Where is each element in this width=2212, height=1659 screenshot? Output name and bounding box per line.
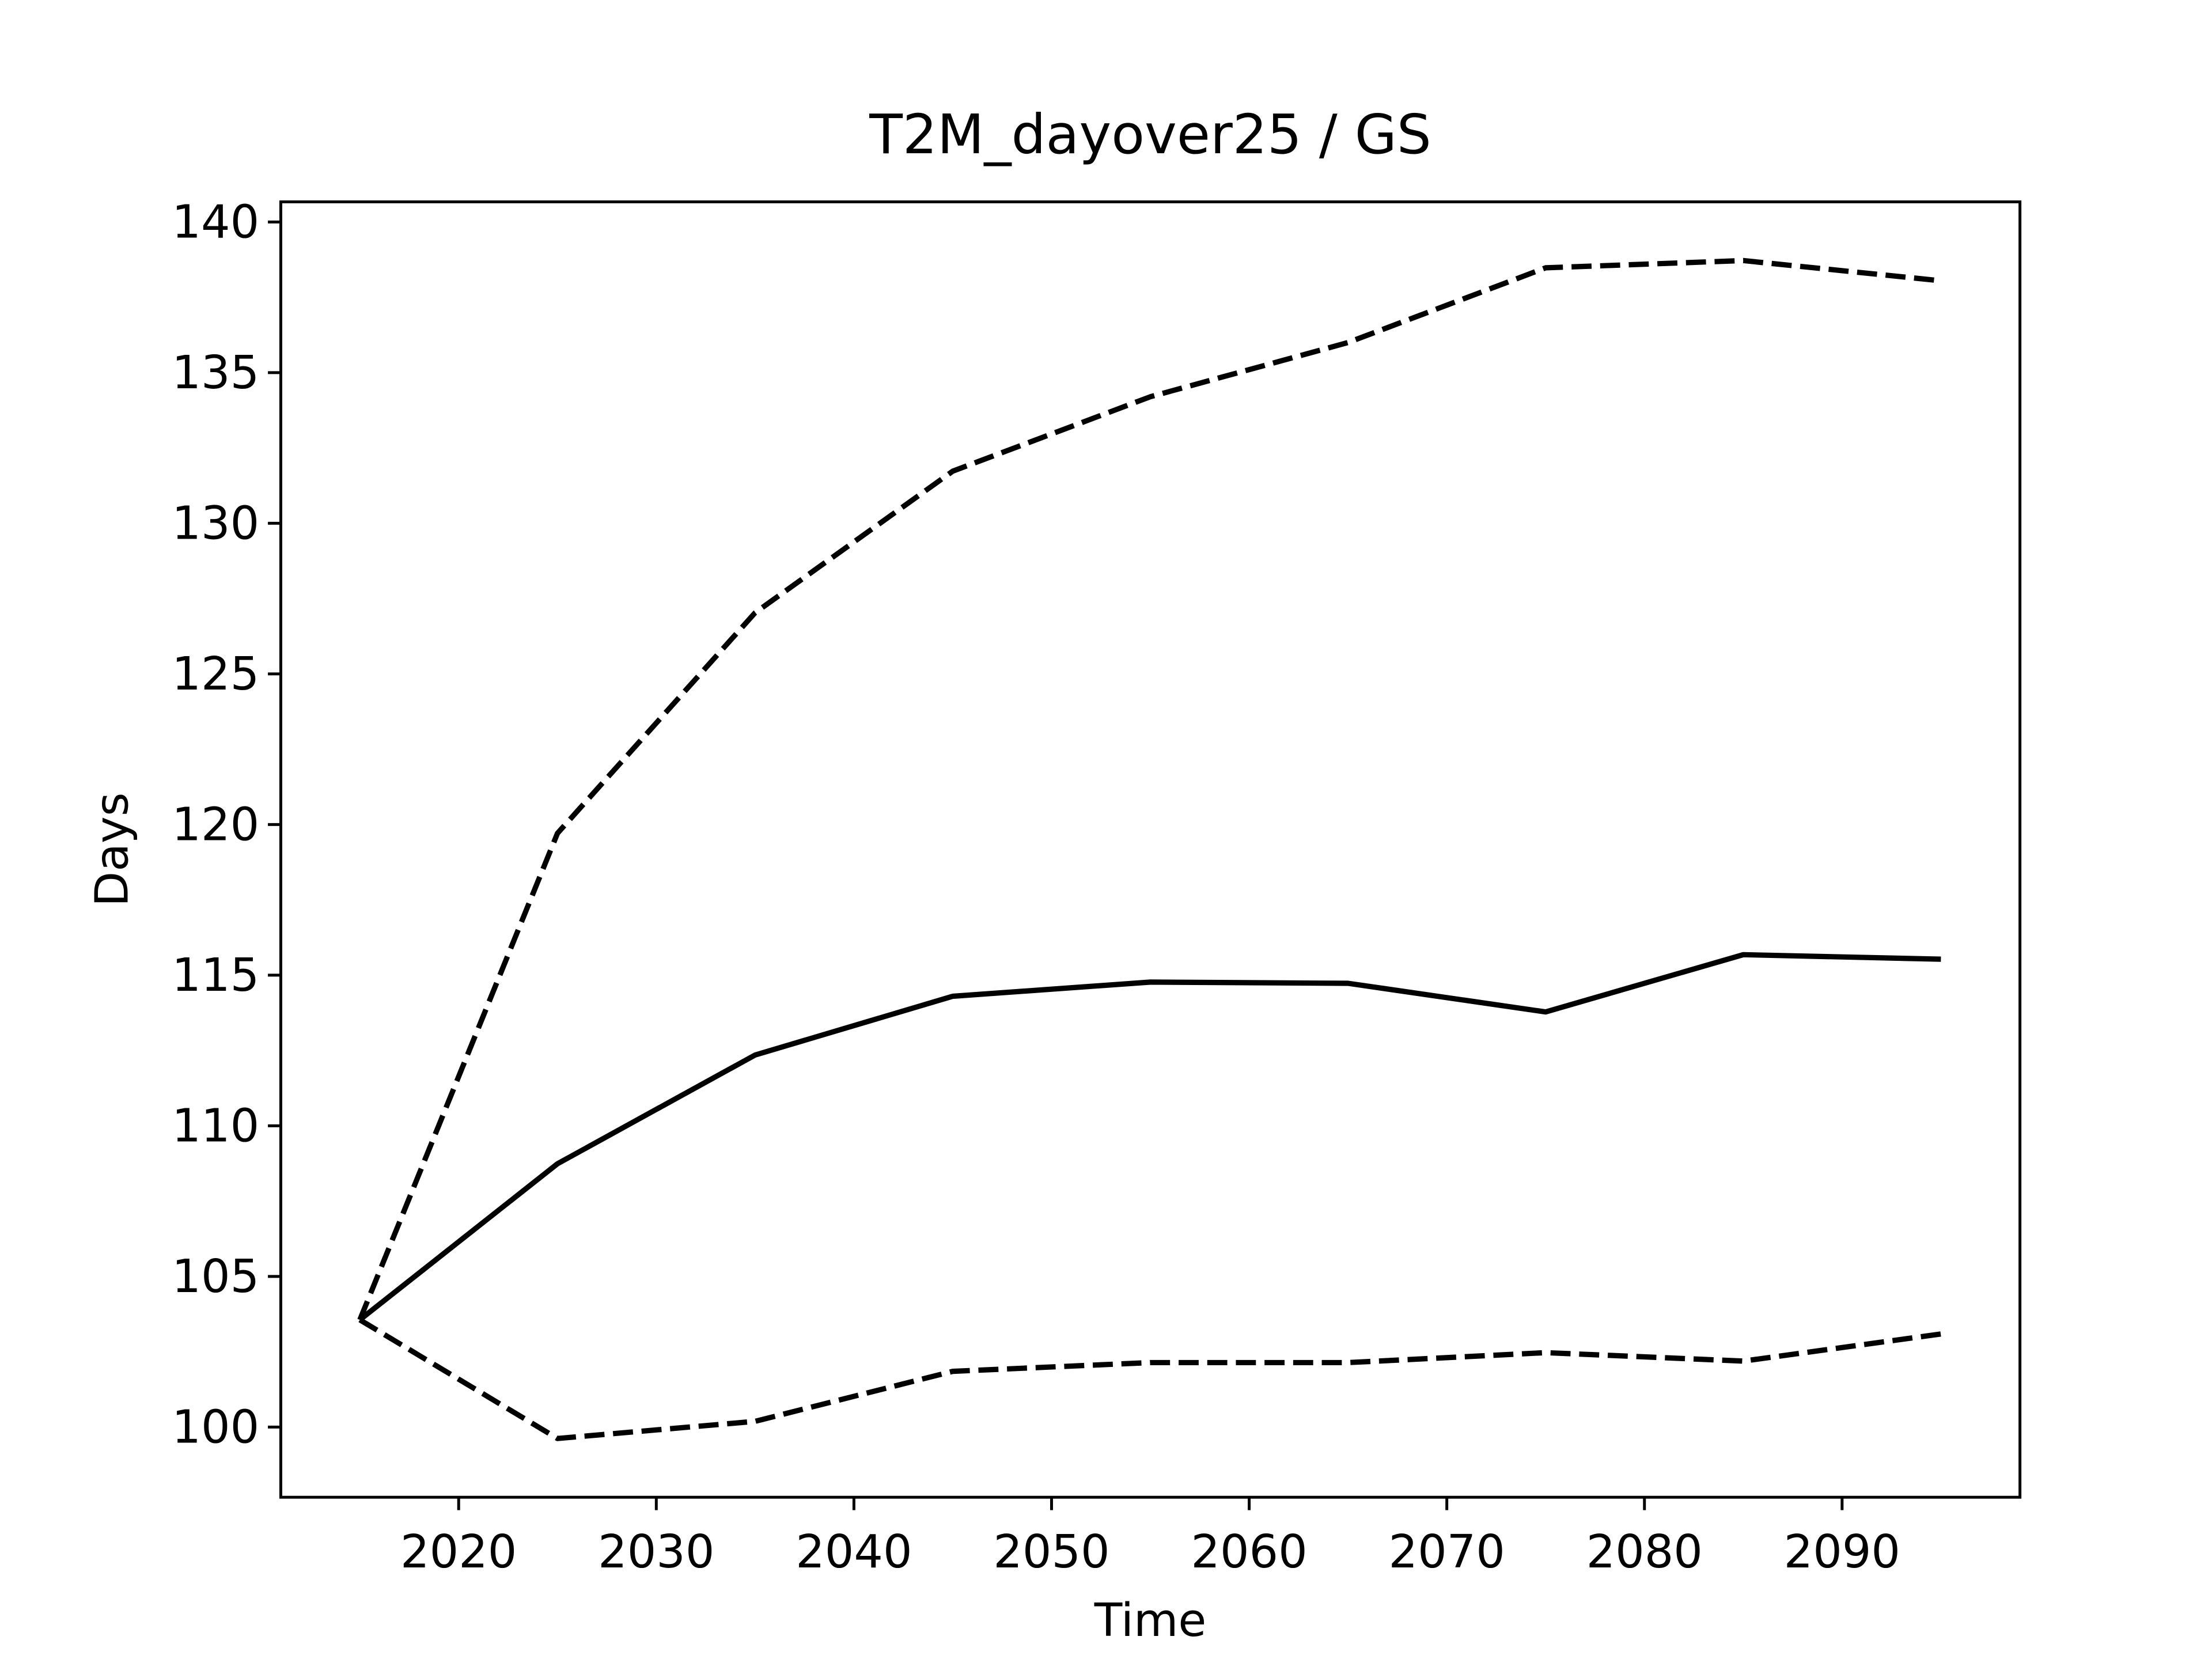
- y-tick-label: 140: [172, 195, 259, 249]
- x-tick-label: 2030: [598, 1525, 714, 1578]
- y-tick-label: 135: [172, 346, 259, 399]
- x-tick-label: 2020: [400, 1525, 517, 1578]
- x-tick-label: 2070: [1388, 1525, 1505, 1578]
- y-tick-label: 125: [172, 647, 259, 700]
- x-axis-label: Time: [1094, 1593, 1207, 1647]
- plot-frame: [279, 200, 2022, 1499]
- y-tick-label: 110: [172, 1099, 259, 1153]
- x-tick-label: 2050: [993, 1525, 1109, 1578]
- y-tick-label: 120: [172, 798, 259, 851]
- x-tick-label: 2080: [1586, 1525, 1703, 1578]
- y-tick-label: 100: [172, 1400, 259, 1454]
- x-tick-label: 2090: [1784, 1525, 1900, 1578]
- y-axis-label: Days: [85, 793, 139, 907]
- series-line: [357, 257, 1941, 1321]
- series-line: [358, 952, 1941, 1322]
- series-line: [358, 1317, 1941, 1441]
- x-tick-label: 2040: [796, 1525, 912, 1578]
- chart-title: T2M_dayover25 / GS: [869, 103, 1431, 166]
- y-tick-label: 130: [172, 497, 259, 550]
- y-tick-label: 115: [172, 948, 259, 1002]
- x-tick-label: 2060: [1191, 1525, 1307, 1578]
- y-tick-label: 105: [172, 1249, 259, 1303]
